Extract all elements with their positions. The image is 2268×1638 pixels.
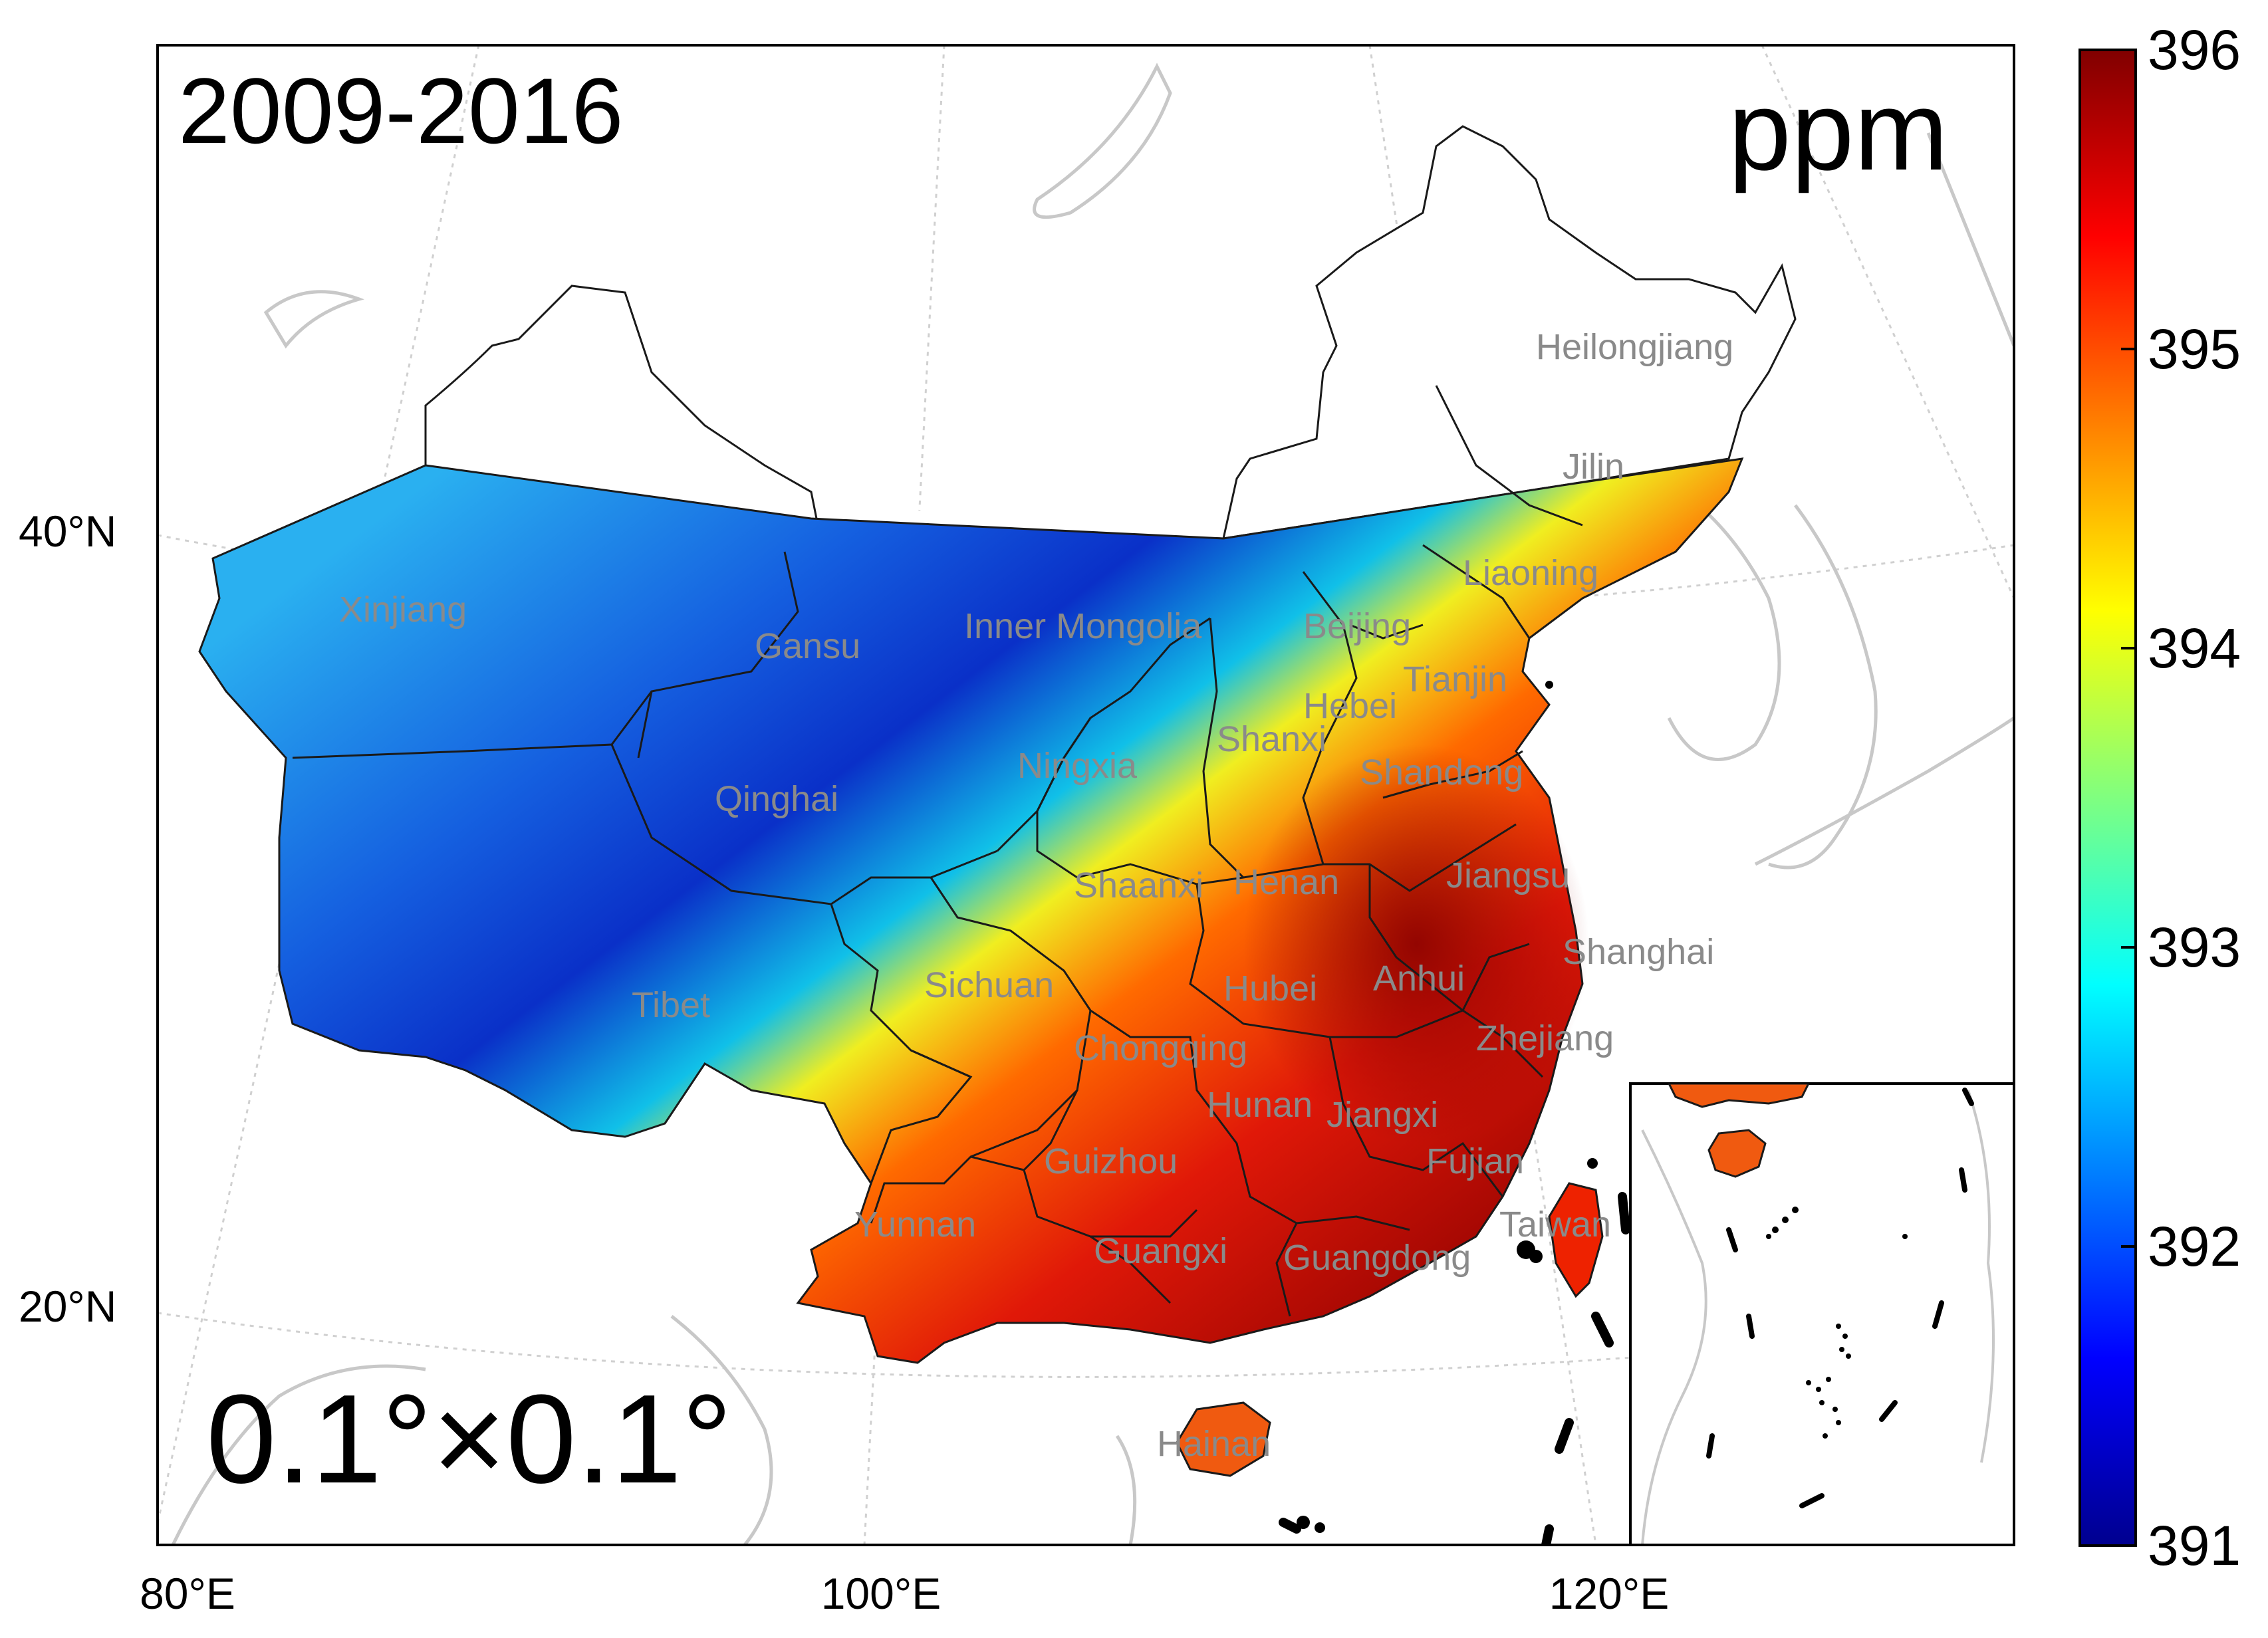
province-label: Taiwan [1499,1205,1611,1244]
province-label: Inner Mongolia [964,606,1202,646]
province-label: Tianjin [1403,659,1507,699]
colorbar-gradient [2079,49,2137,1547]
map-frame [156,44,2015,1546]
colorbar-tick-label: 394 [2148,617,2241,679]
province-label: Tibet [632,985,710,1025]
inset-hainan [1707,1129,1767,1178]
province-label: Heilongjiang [1536,327,1733,367]
province-label: Henan [1233,862,1339,902]
colorbar-tick-label: 391 [2148,1514,2241,1577]
colorbar-tick-label: 395 [2148,318,2241,380]
province-label: Guizhou [1044,1141,1178,1181]
inset-islands [1766,1207,1908,1439]
unit-label: ppm [1728,68,1948,194]
inset-dashes [1706,1088,1974,1508]
field-dark-core [1243,745,1589,1143]
province-label: Yunnan [854,1205,976,1244]
lon-label-80e: 80°E [140,1569,235,1618]
province-label: Shandong [1360,753,1523,792]
province-boundaries [292,385,1583,1317]
taiwan-island [1548,1182,1604,1298]
resolution-label: 0.1°×0.1° [206,1369,732,1510]
province-label: Gansu [755,626,860,666]
xco2-field [198,457,1744,1364]
northern-outline [424,125,1797,540]
province-label: Jiangsu [1446,856,1570,895]
province-label: Shanghai [1563,932,1714,972]
province-labels: Heilongjiang Jilin Liaoning Xinjiang Gan… [339,327,1733,1464]
lon-label-120e: 120°E [1549,1569,1670,1618]
province-label: Xinjiang [339,590,467,630]
south-sea-dashes [1279,1192,1630,1545]
province-label: Jilin [1563,447,1624,487]
province-label: Guangxi [1094,1231,1227,1271]
province-label: Hunan [1207,1085,1313,1125]
colorbar-tick-label: 396 [2148,19,2241,81]
south-china-sea-inset [1629,1082,2014,1545]
colorbar-tick-label: 392 [2148,1215,2241,1278]
inset-mainland [1668,1084,1810,1108]
province-label: Fujian [1426,1141,1524,1181]
colorbar-ticks: 396 395 394 393 392 391 [2121,19,2241,1577]
lat-label-40n: 40°N [19,507,116,556]
axis-labels: 40°N 20°N 80°E 100°E 120°E [19,507,1669,1618]
map-panel: Heilongjiang Jilin Liaoning Xinjiang Gan… [158,45,2014,1545]
neighbour-coastlines [171,62,2014,1545]
province-label: Guangdong [1283,1238,1471,1278]
lat-label-20n: 20°N [19,1282,116,1331]
colorbar: 396 395 394 393 392 391 [2079,19,2241,1577]
hainan-island [1176,1401,1271,1477]
province-label: Zhejiang [1476,1018,1614,1058]
coastal-islands [1297,681,1598,1533]
province-label: Jiangxi [1326,1095,1438,1135]
province-label: Beijing [1303,606,1411,646]
province-label: Hubei [1223,969,1317,1008]
province-label: Qinghai [715,779,838,819]
colorbar-tick-label: 393 [2148,916,2241,979]
province-label: Chongqing [1074,1028,1247,1068]
province-label: Hainan [1157,1424,1271,1464]
province-label: Liaoning [1463,553,1598,593]
province-label: Sichuan [924,965,1054,1005]
province-label: Shaanxi [1074,866,1203,905]
inset-coast-east [1967,1090,1995,1463]
province-label: Anhui [1373,959,1465,998]
inset-coast [1641,1129,1707,1545]
lon-label-100e: 100°E [821,1569,942,1618]
province-label: Ningxia [1017,746,1138,786]
province-label: Hebei [1303,686,1397,726]
period-label: 2009-2016 [178,58,624,163]
province-label: Shanxi [1217,719,1326,759]
